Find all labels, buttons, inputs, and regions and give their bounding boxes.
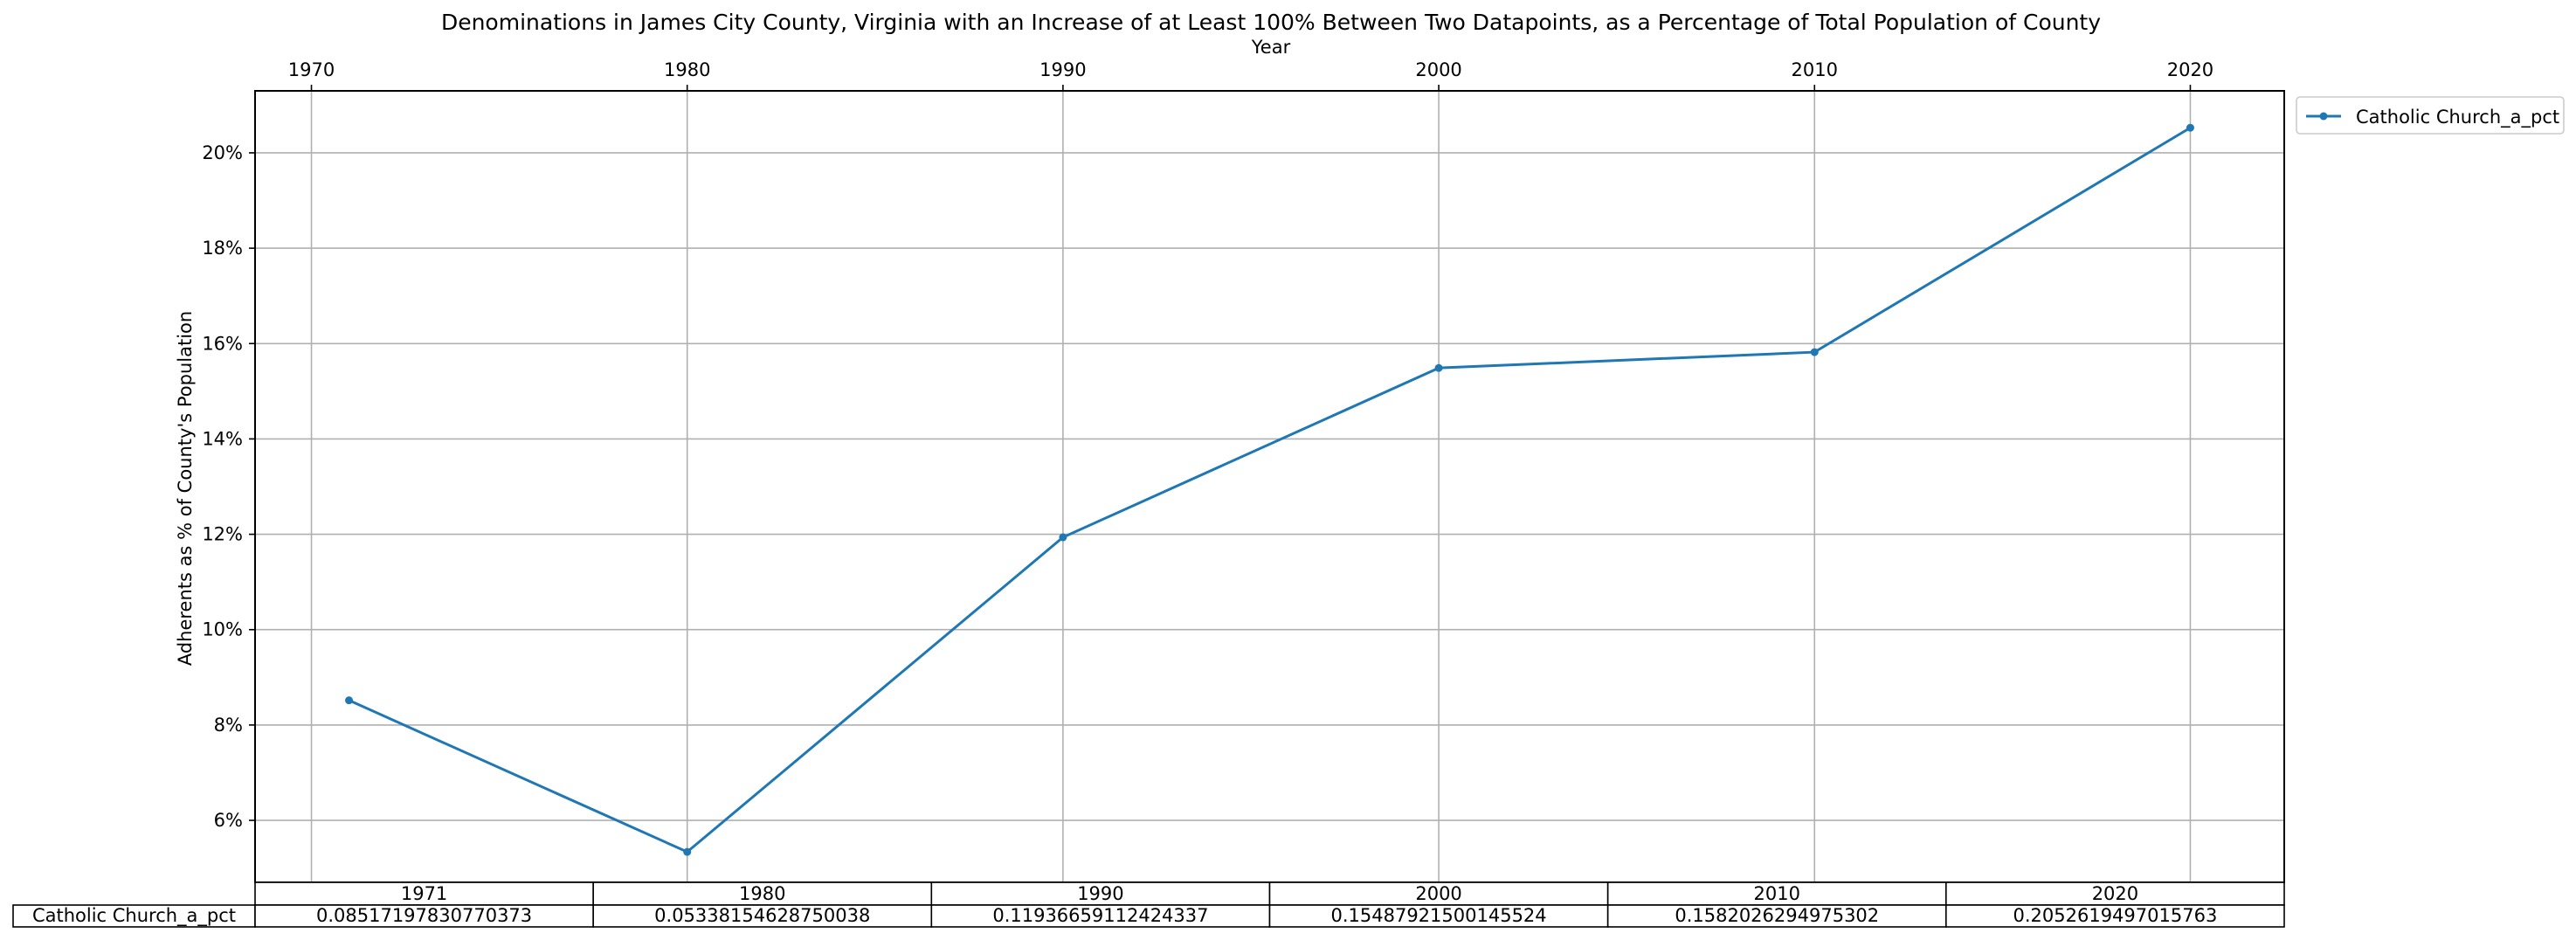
data-point [1059,533,1067,542]
chart-title: Denominations in James City County, Virg… [441,10,2101,35]
x-tick-label: 1990 [1039,59,1086,80]
table-header-text: 2010 [1754,883,1800,904]
y-tick-label: 14% [202,428,243,449]
x-tick-label: 2020 [2167,59,2213,80]
table-cell-text: 0.08517197830770373 [316,905,532,926]
table-header-text: 1990 [1077,883,1123,904]
table-header-text: 1980 [739,883,785,904]
legend: Catholic Church_a_pct [2296,96,2565,135]
table-cell-text: 0.15487921500145524 [1330,905,1546,926]
x-tick-label: 2000 [1415,59,1461,80]
grid-lines [255,91,2284,882]
table-cell-text: 0.11936659112424337 [992,905,1208,926]
table-cell [1268,904,1609,928]
series-line [348,126,2192,854]
series-layer [345,123,2194,856]
x-tick-label: 2010 [1792,59,1838,80]
table-header-text: 1971 [401,883,447,904]
data-point [683,847,692,856]
plot-frame [254,90,2285,883]
table-cell [1945,904,2285,928]
table-header-text: 2020 [2092,883,2138,904]
table-header-text: 2000 [1415,883,1461,904]
axis-ticks: 1970 1980 1990 2000 2010 2020 6% 8% 10% 12% 14% 16%… [202,59,2213,831]
table-header-cell [1945,881,2285,906]
data-table: 1971 1980 1990 2000 2010 2020 Catholic Church_… [12,881,2285,928]
x-axis-label: Year [1251,37,1291,58]
legend-marker [2319,112,2328,121]
x-tick-label: 1970 [288,59,335,80]
y-tick-label: 18% [202,238,243,259]
table-header-cell [592,881,933,906]
table-cell [254,904,594,928]
table-cell-text: 0.2052619497015763 [2013,905,2218,926]
y-tick-label: 16% [202,333,243,354]
table-row-label: Catholic Church_a_pct [32,905,236,927]
y-tick-label: 10% [202,619,243,640]
legend-box [2296,96,2565,135]
y-tick-label: 6% [214,810,243,831]
y-tick-label: 20% [202,142,243,163]
table-cell [1606,904,1947,928]
table-row-label-cell [12,904,256,928]
table-cell-text: 0.1582026294975302 [1675,905,1879,926]
table-header-cell [254,881,594,906]
data-point [1434,363,1443,372]
data-point [345,696,354,705]
table-header-cell [1268,881,1609,906]
data-point [2186,123,2194,132]
legend-label: Catholic Church_a_pct [2356,107,2559,128]
x-tick-label: 1980 [664,59,710,80]
y-tick-label: 8% [214,715,243,736]
y-axis-label: Adherents as % of County's Population [175,311,196,666]
y-tick-label: 12% [202,524,243,545]
table-cell-text: 0.05338154628750038 [654,905,870,926]
data-point [1810,348,1819,356]
